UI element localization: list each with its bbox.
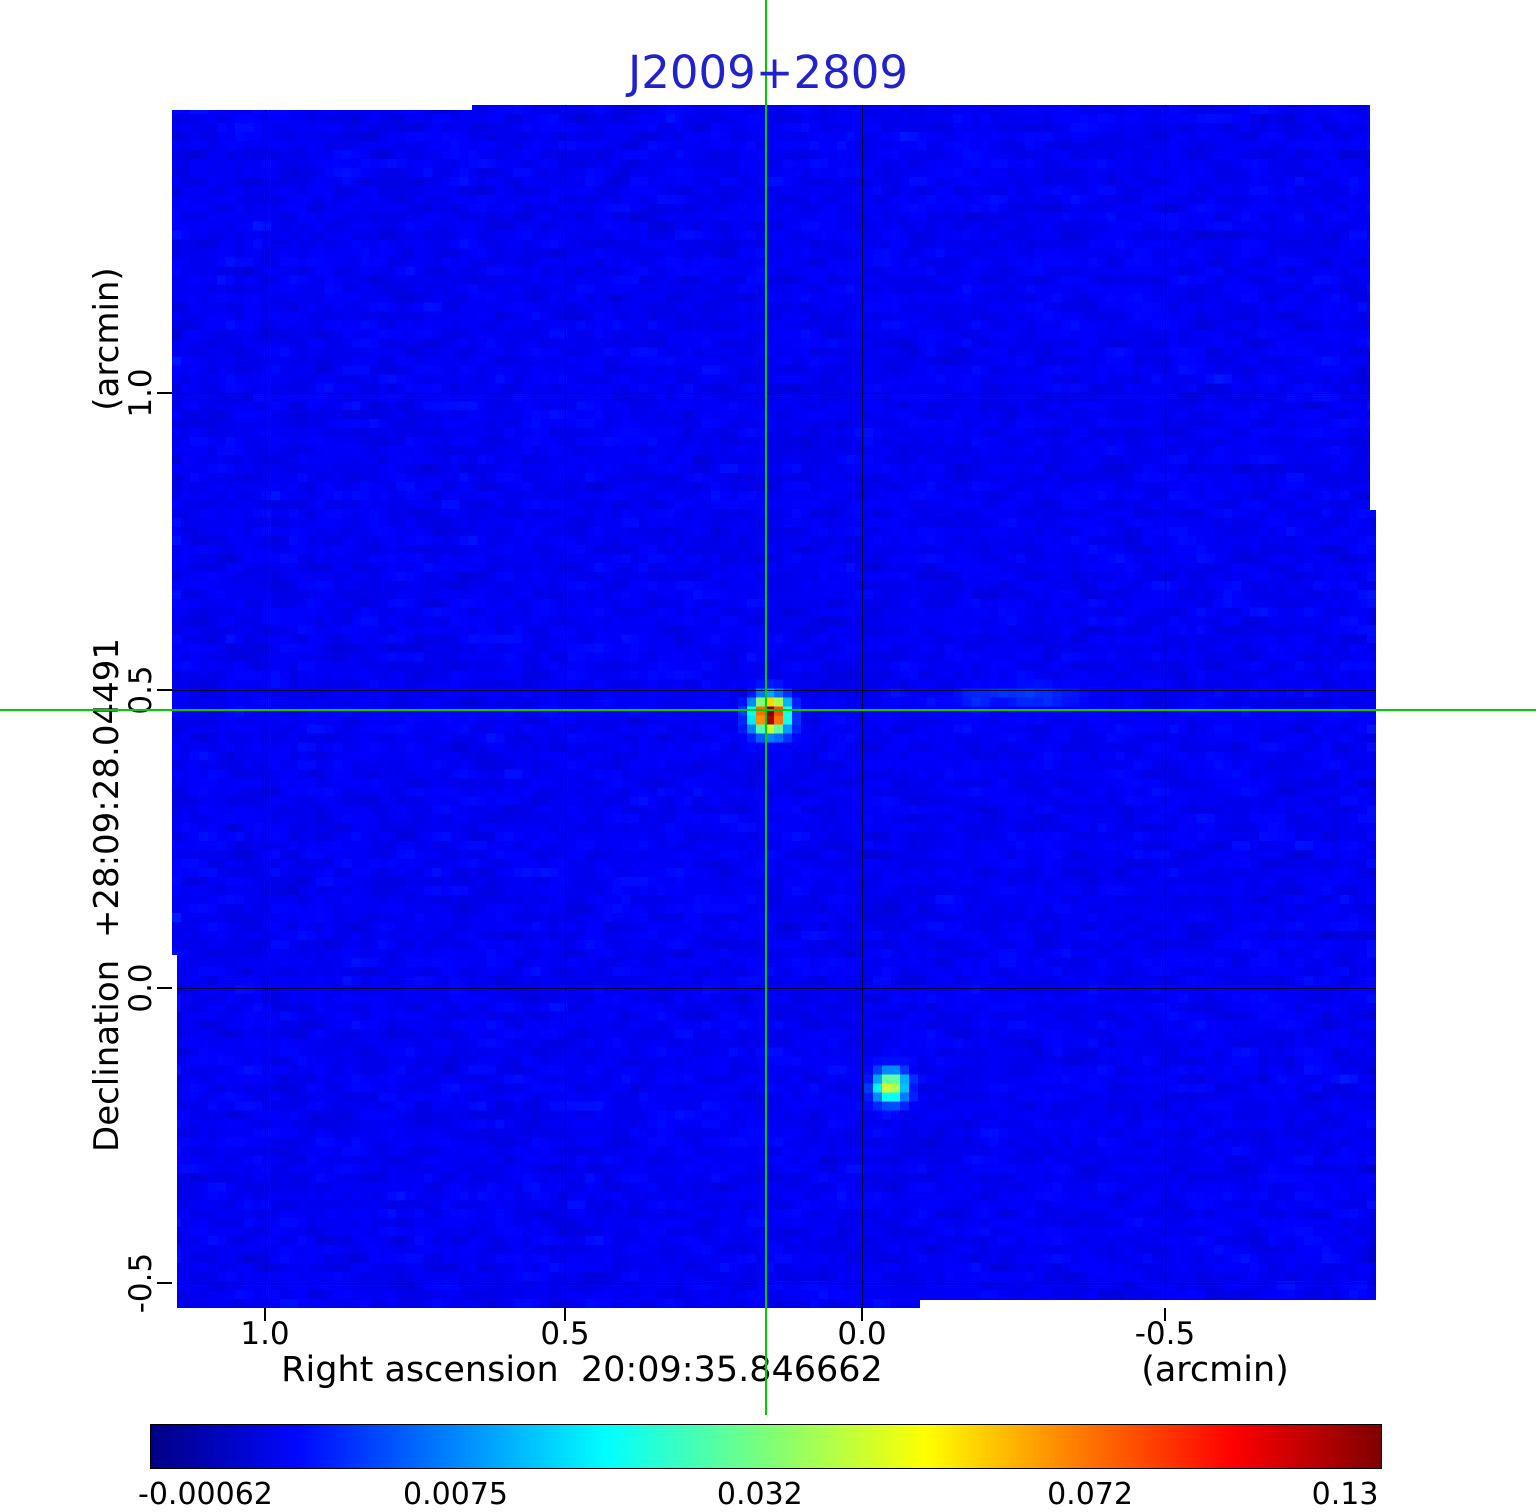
- y-tick-mark: [157, 987, 172, 989]
- gridline-horizontal: [172, 690, 1376, 691]
- y-axis-unit-label: (arcmin): [87, 267, 127, 411]
- y-tick-mark: [157, 689, 172, 691]
- gridline-vertical: [862, 105, 863, 1308]
- colorbar-tick-label: -0.00062: [137, 1477, 273, 1512]
- gridline-horizontal: [172, 393, 1376, 394]
- crosshair-vertical-line: [765, 0, 767, 1415]
- x-tick-mark: [1164, 1308, 1166, 1321]
- heatmap-canvas: [172, 105, 1376, 1308]
- figure-title: J2009+2809: [627, 46, 909, 99]
- x-tick-mark: [861, 1308, 863, 1321]
- edge-artifact-right: [1370, 105, 1376, 510]
- colorbar-tick-label: 0.13: [1311, 1477, 1379, 1512]
- gridline-vertical: [565, 105, 566, 1308]
- edge-artifact-left: [172, 955, 177, 1308]
- x-axis-unit-label: (arcmin): [1141, 1350, 1289, 1390]
- x-tick-label: 0.5: [540, 1316, 590, 1352]
- y-tick-mark: [157, 392, 172, 394]
- gridline-horizontal: [172, 988, 1376, 989]
- y-tick-label: 0.0: [123, 963, 159, 1013]
- y-tick-label: 0.5: [123, 665, 159, 715]
- image-plot[interactable]: [172, 105, 1376, 1308]
- y-tick-label: -0.5: [123, 1252, 159, 1314]
- colorbar-tick-label: 0.072: [1047, 1477, 1133, 1512]
- edge-artifact-bottom: [920, 1300, 1376, 1308]
- y-tick-label: 1.0: [123, 368, 159, 418]
- x-axis-label: Right ascension 20:09:35.846662: [281, 1350, 883, 1390]
- gridline-vertical: [265, 105, 266, 1308]
- x-tick-label: 0.0: [837, 1316, 887, 1352]
- x-tick-label: 1.0: [240, 1316, 290, 1352]
- gridline-vertical: [1165, 105, 1166, 1308]
- crosshair-horizontal-line: [0, 709, 1536, 711]
- y-tick-mark: [157, 1282, 172, 1284]
- x-tick-label: -0.5: [1134, 1316, 1196, 1352]
- x-tick-mark: [264, 1308, 266, 1321]
- colorbar-tick-label: 0.0075: [403, 1477, 509, 1512]
- colorbar: [150, 1424, 1382, 1469]
- edge-artifact-top: [172, 105, 472, 110]
- y-axis-label: Declination +28:09:28.04491: [87, 638, 127, 1152]
- x-tick-mark: [564, 1308, 566, 1321]
- colorbar-tick-label: 0.032: [716, 1477, 803, 1512]
- gridline-horizontal: [172, 1283, 1376, 1284]
